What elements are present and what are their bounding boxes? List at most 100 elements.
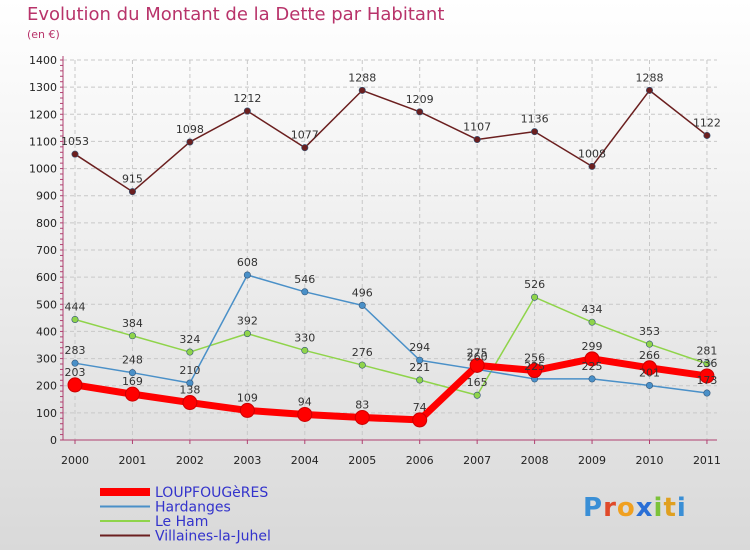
y-tick-label: 200 <box>36 380 57 393</box>
y-tick-label: 1400 <box>29 54 57 67</box>
data-point <box>588 162 596 170</box>
data-label: 225 <box>582 360 603 373</box>
data-label: 526 <box>524 278 545 291</box>
data-label: 83 <box>355 398 369 411</box>
data-point <box>473 391 481 399</box>
chart-title: Evolution du Montant de la Dette par Hab… <box>27 4 445 25</box>
x-tick-label: 2009 <box>578 454 606 467</box>
data-point <box>703 360 711 368</box>
data-label: 1098 <box>176 123 204 136</box>
x-tick-label: 2001 <box>118 454 146 467</box>
data-point <box>71 315 79 323</box>
data-label: 1008 <box>578 147 606 160</box>
data-point <box>645 381 653 389</box>
data-label: 201 <box>639 366 660 379</box>
y-tick-label: 1000 <box>29 163 57 176</box>
data-point <box>358 361 366 369</box>
data-point <box>124 386 140 402</box>
x-tick-label: 2010 <box>636 454 664 467</box>
data-label: 1288 <box>636 71 664 84</box>
data-label: 444 <box>65 300 86 313</box>
data-point <box>645 86 653 94</box>
data-label: 236 <box>696 357 717 370</box>
data-label: 353 <box>639 325 660 338</box>
data-point <box>699 368 715 384</box>
data-label: 915 <box>122 173 143 186</box>
x-tick-label: 2000 <box>61 454 89 467</box>
data-label: 392 <box>237 315 258 328</box>
data-point <box>354 409 370 425</box>
data-point <box>473 136 481 144</box>
y-tick-label: 100 <box>36 407 57 420</box>
y-tick-label: 1100 <box>29 135 57 148</box>
data-point <box>588 318 596 326</box>
data-point <box>301 288 309 296</box>
data-point <box>239 402 255 418</box>
data-label: 1212 <box>233 92 261 105</box>
data-point <box>243 107 251 115</box>
x-tick-label: 2004 <box>291 454 319 467</box>
data-label: 256 <box>524 352 545 365</box>
data-label: 173 <box>696 374 717 387</box>
x-tick-label: 2007 <box>463 454 491 467</box>
svg-text:Proxiti: Proxiti <box>583 493 687 523</box>
data-point <box>642 360 657 376</box>
x-tick-label: 2002 <box>176 454 204 467</box>
data-label: 225 <box>524 360 545 373</box>
data-label: 276 <box>352 346 373 359</box>
data-point <box>358 301 366 309</box>
y-tick-label: 400 <box>36 325 57 338</box>
data-point <box>358 86 366 94</box>
data-label: 203 <box>65 366 86 379</box>
data-label: 294 <box>409 341 430 354</box>
data-point <box>297 406 313 422</box>
data-label: 266 <box>639 349 660 362</box>
x-tick-label: 2011 <box>693 454 721 467</box>
data-point <box>588 375 596 383</box>
data-point <box>301 346 309 354</box>
y-tick-label: 800 <box>36 217 57 230</box>
x-tick-label: 2005 <box>348 454 376 467</box>
data-point <box>703 131 711 139</box>
data-point <box>71 359 79 367</box>
data-point <box>469 357 485 373</box>
data-point <box>531 293 539 301</box>
data-label: 299 <box>582 340 603 353</box>
data-point <box>128 188 136 196</box>
data-point <box>186 348 194 356</box>
legend-label: LOUPFOUGèRES <box>155 485 268 501</box>
data-point <box>243 330 251 338</box>
data-point <box>416 108 424 116</box>
data-point <box>128 332 136 340</box>
data-label: 434 <box>582 303 603 316</box>
series-line <box>74 296 708 396</box>
x-tick-label: 2008 <box>521 454 549 467</box>
data-label: 165 <box>467 376 488 389</box>
data-label: 1107 <box>463 121 491 134</box>
y-tick-label: 500 <box>36 298 57 311</box>
data-label: 330 <box>294 331 315 344</box>
x-tick-label: 2003 <box>233 454 261 467</box>
y-tick-label: 0 <box>50 434 57 447</box>
data-point <box>186 379 194 387</box>
data-label: 496 <box>352 286 373 299</box>
data-label: 546 <box>294 273 315 286</box>
data-label: 608 <box>237 256 258 269</box>
data-label: 1077 <box>291 129 319 142</box>
data-point <box>416 356 424 364</box>
data-label: 1053 <box>61 135 89 148</box>
data-label: 281 <box>696 345 717 358</box>
data-label: 221 <box>409 361 430 374</box>
data-point <box>703 389 711 397</box>
data-point <box>67 377 83 393</box>
data-point <box>186 138 194 146</box>
data-point <box>128 369 136 377</box>
y-tick-label: 700 <box>36 244 57 257</box>
data-label: 94 <box>298 395 312 408</box>
data-label: 248 <box>122 354 143 367</box>
data-label: 1288 <box>348 71 376 84</box>
data-label: 384 <box>122 317 143 330</box>
data-label: 74 <box>413 401 427 414</box>
x-tick-label: 2006 <box>406 454 434 467</box>
series-line <box>74 89 708 193</box>
